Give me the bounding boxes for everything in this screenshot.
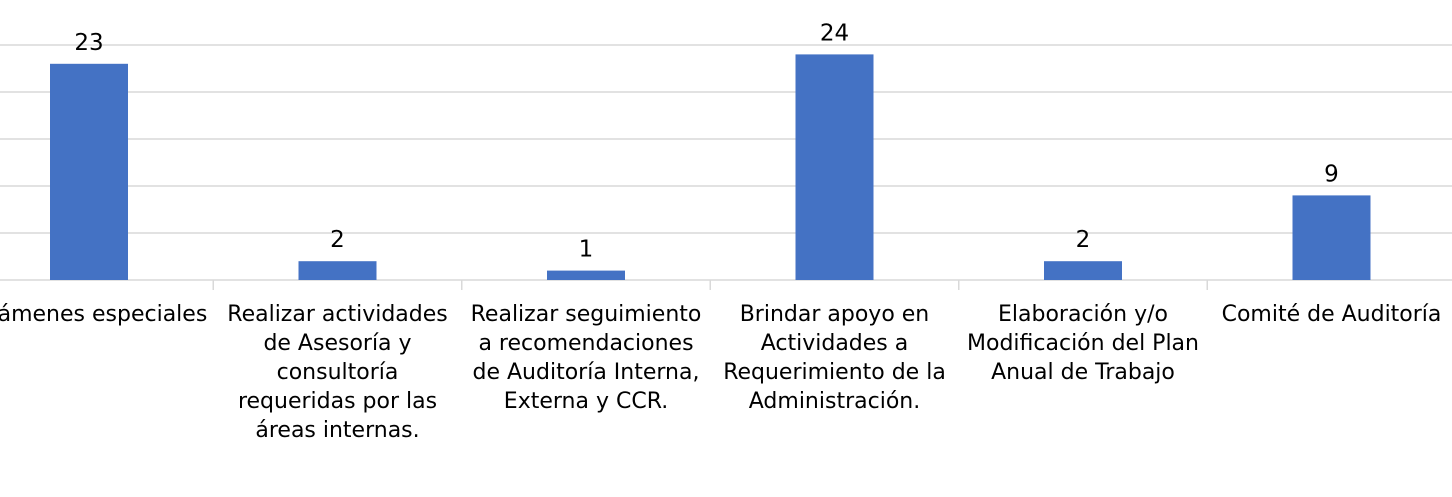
data-label: 24 <box>820 20 849 46</box>
x-tick-label: Realizar actividades de Asesoría y consu… <box>227 302 448 443</box>
x-tick-label: Elaboración y/o Modificación del Plan An… <box>967 302 1199 385</box>
x-tick-label: Brindar apoyo en Actividades a Requerimi… <box>723 302 946 414</box>
bar <box>795 54 874 281</box>
bar <box>298 261 377 280</box>
bar <box>1044 261 1122 280</box>
bar <box>547 270 625 280</box>
x-tick-label: Comité de Auditoría <box>1221 302 1442 327</box>
data-label: 23 <box>74 30 103 56</box>
x-tick-label: Realizar seguimiento a recomendaciones d… <box>470 302 702 414</box>
bar <box>1292 195 1371 280</box>
bar <box>50 63 128 280</box>
data-label: 2 <box>330 227 345 253</box>
data-label: 2 <box>1076 227 1091 253</box>
x-tick-label: Exámenes especiales <box>0 302 208 327</box>
data-label: 9 <box>1324 161 1339 187</box>
data-label: 1 <box>579 237 594 263</box>
